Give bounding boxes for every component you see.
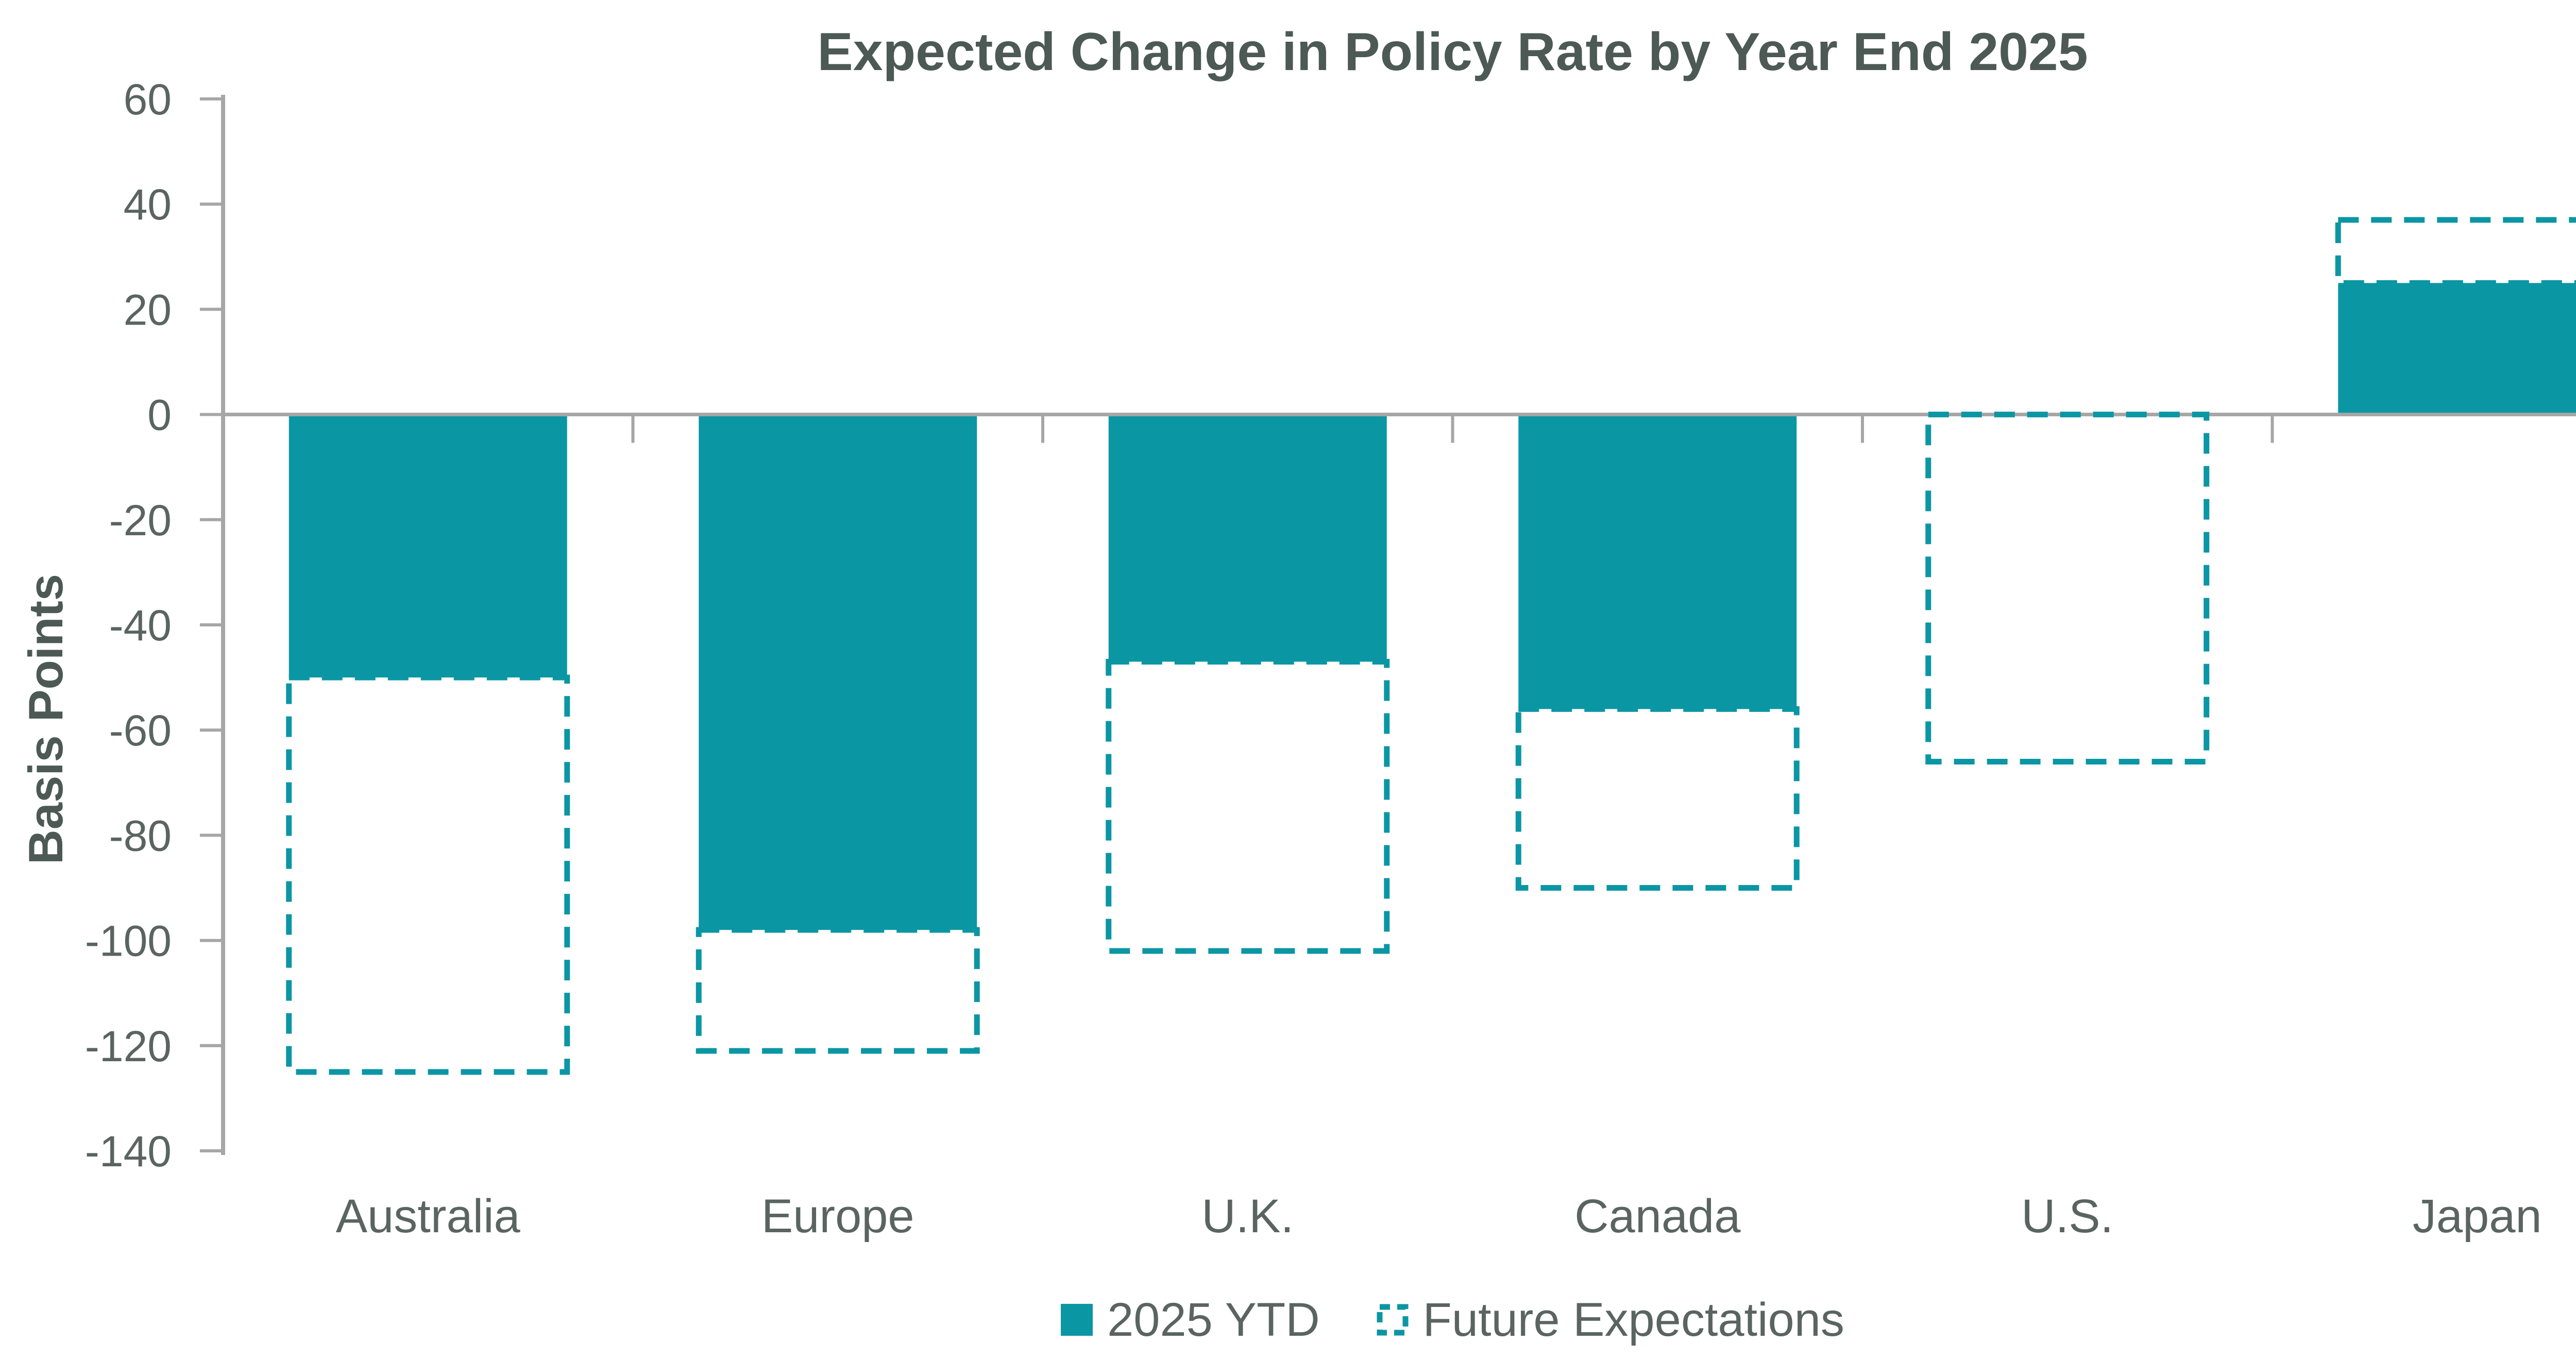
y-tick-label: 0 [147,391,172,439]
category-label: Japan [2413,1190,2542,1243]
bar-future-us [1925,412,2210,764]
bar-future-europe [696,927,980,1054]
legend-item-future: Future Expectations [1377,1293,1844,1347]
bar-future-uk [1106,658,1390,954]
category-label: U.S. [2021,1190,2113,1243]
chart-title: Expected Change in Policy Rate by Year E… [817,22,2088,82]
category-label: Canada [1574,1190,1741,1243]
bar-future-australia [286,674,570,1075]
bar-ytd-australia [289,414,567,678]
y-tick-label: 20 [124,285,172,334]
bar-future-japan [2335,217,2576,286]
y-tick-label: -120 [85,1022,172,1070]
bar-ytd-europe [699,414,977,930]
legend: 2025 YTD Future Expectations [223,1284,2576,1356]
y-tick-label: 60 [124,75,172,124]
category-label: U.K. [1201,1190,1294,1243]
solid-swatch-icon [1061,1304,1093,1336]
y-axis-title: Basis Points [19,573,73,865]
bar-ytd-uk [1108,414,1387,662]
y-tick-label: -80 [109,811,172,860]
y-tick-label: -60 [109,706,172,755]
legend-item-ytd: 2025 YTD [1061,1293,1320,1347]
y-tick-label: 40 [124,180,172,229]
legend-label-ytd: 2025 YTD [1107,1293,1320,1346]
bar-ytd-canada [1518,414,1797,709]
bar-future-canada [1515,706,1800,891]
legend-label-future: Future Expectations [1422,1293,1844,1346]
y-tick-label: -100 [85,917,172,965]
y-tick-label: -40 [109,601,172,650]
category-label: Europe [761,1190,914,1243]
y-tick-label: -20 [109,496,172,545]
dashed-swatch-icon [1377,1304,1409,1336]
category-label: Australia [336,1190,521,1243]
bar-ytd-japan [2338,283,2576,415]
y-tick-label: -140 [85,1127,172,1176]
